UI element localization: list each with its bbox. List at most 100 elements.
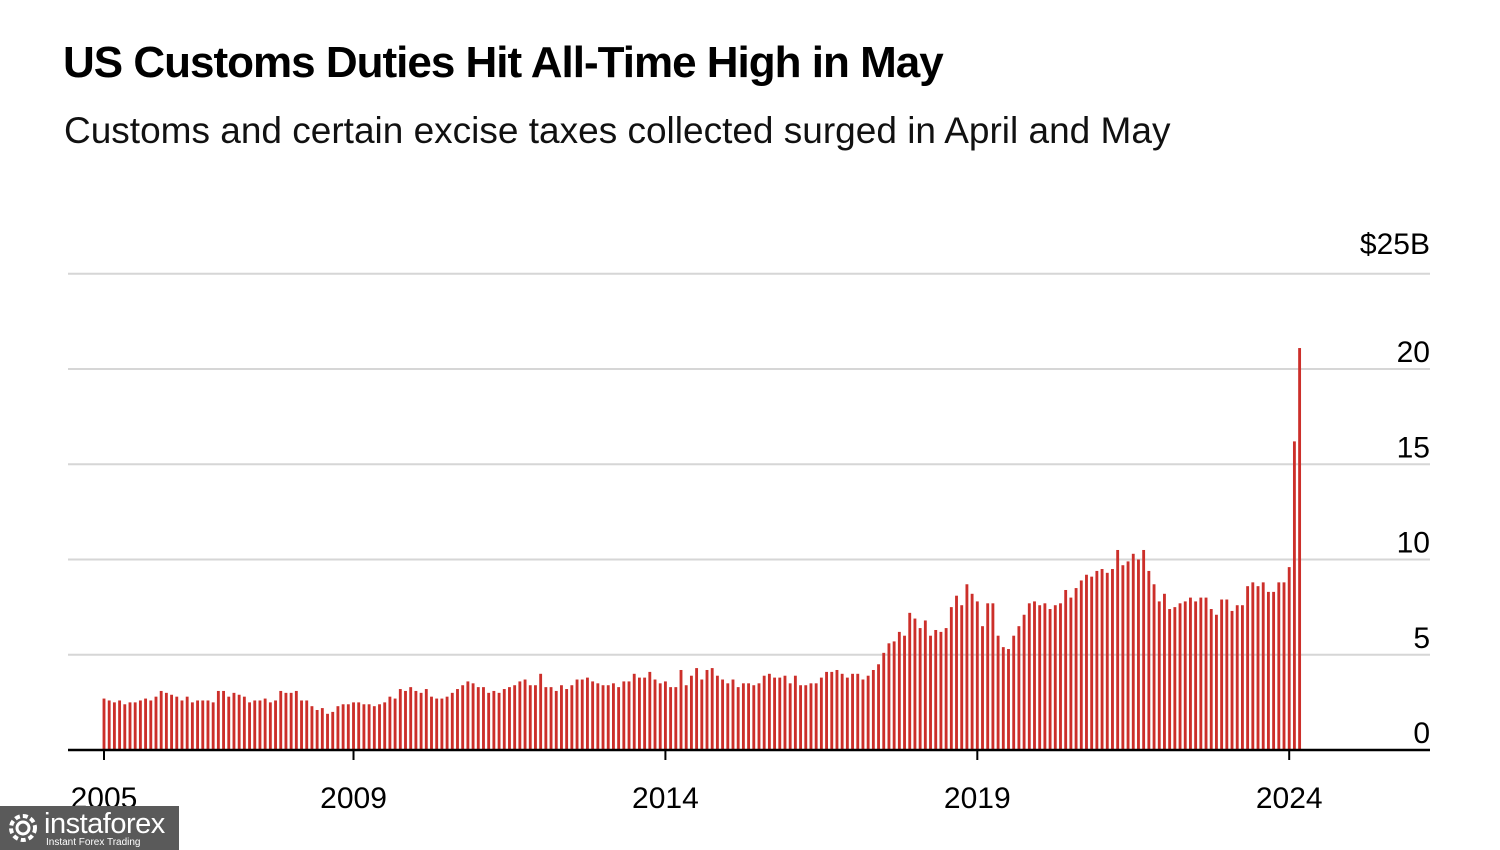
bar: [721, 679, 725, 750]
bar: [741, 683, 745, 750]
bar: [596, 683, 600, 750]
bar: [492, 690, 496, 750]
bar: [289, 692, 293, 750]
bar: [1220, 599, 1224, 750]
bar: [1163, 593, 1166, 750]
bar: [1157, 601, 1161, 750]
x-tick-label: 2024: [1256, 782, 1323, 815]
bar: [612, 683, 615, 750]
bar: [263, 698, 267, 750]
bar: [710, 668, 714, 750]
bar: [804, 685, 808, 750]
bar: [1001, 647, 1005, 750]
bar: [476, 687, 480, 750]
bar: [138, 700, 142, 750]
bar: [1215, 614, 1218, 750]
bar: [560, 685, 563, 750]
bar: [1246, 586, 1250, 750]
bar: [1053, 605, 1057, 750]
bar: [897, 631, 901, 750]
bar: [1069, 597, 1073, 750]
bar: [341, 704, 345, 750]
bar: [378, 704, 381, 750]
bar: [232, 692, 236, 750]
bar: [128, 702, 132, 750]
gridlines: [68, 272, 1430, 656]
bar: [357, 702, 361, 750]
bar: [819, 677, 823, 750]
bar: [1116, 549, 1120, 750]
bar: [632, 673, 636, 750]
bar: [617, 687, 621, 750]
bar: [892, 641, 896, 750]
bar: [939, 631, 943, 750]
bar: [991, 603, 995, 750]
bar: [949, 607, 953, 750]
bar: [637, 677, 641, 750]
bar: [1292, 441, 1296, 750]
bar: [871, 669, 875, 750]
bar: [1064, 589, 1068, 750]
bar: [1251, 582, 1255, 750]
bar: [1199, 597, 1203, 750]
bar: [274, 700, 277, 750]
bar: [372, 706, 376, 750]
bar: [170, 694, 174, 750]
bar: [580, 679, 584, 750]
bar: [435, 698, 439, 750]
bar: [1152, 584, 1156, 750]
bar: [1240, 605, 1244, 750]
bar: [424, 689, 428, 750]
bar: [586, 677, 589, 750]
bar: [736, 687, 740, 750]
bar: [1183, 601, 1187, 750]
bar: [923, 620, 927, 750]
bar: [1074, 588, 1078, 750]
bar: [778, 677, 782, 750]
bar: [960, 605, 964, 750]
bar: [487, 692, 491, 750]
bar: [544, 687, 548, 750]
bar: [414, 690, 418, 750]
bar: [201, 700, 205, 750]
bar: [456, 689, 459, 750]
bar: [757, 683, 761, 750]
bar: [1147, 570, 1151, 750]
bar: [799, 685, 802, 750]
bar: [715, 675, 719, 750]
bar: [1111, 569, 1114, 750]
y-tick-label: 15: [1397, 431, 1430, 464]
bar: [851, 673, 854, 750]
bar: [944, 628, 948, 750]
bar: [866, 675, 870, 750]
bar: [393, 698, 397, 750]
y-tick-label: 20: [1397, 336, 1430, 369]
y-axis-labels: 0 5 10 15 20 $25B: [1360, 228, 1430, 750]
bar: [1298, 348, 1302, 750]
bar: [206, 700, 210, 750]
bar: [887, 643, 891, 750]
bar: [539, 673, 543, 750]
bar: [362, 704, 366, 750]
bar: [1059, 603, 1062, 750]
bar: [508, 687, 511, 750]
bar: [320, 708, 324, 750]
bar: [674, 687, 678, 750]
chart-subtitle: Customs and certain excise taxes collect…: [64, 110, 1171, 151]
bar: [102, 698, 106, 750]
watermark-logo: instaforex Instant Forex Trading: [0, 806, 179, 850]
watermark-name: instaforex: [44, 808, 165, 840]
bar: [975, 601, 979, 750]
bar: [929, 635, 932, 750]
bar: [679, 669, 683, 750]
gear-logo-icon: [9, 814, 37, 842]
bar: [1105, 572, 1109, 750]
bar: [1235, 605, 1239, 750]
bar: [144, 698, 148, 750]
bar: [237, 694, 241, 750]
y-tick-label: 5: [1413, 622, 1430, 655]
bar: [773, 677, 777, 750]
bar: [793, 675, 797, 750]
bar: [133, 702, 137, 750]
bar: [606, 685, 610, 750]
